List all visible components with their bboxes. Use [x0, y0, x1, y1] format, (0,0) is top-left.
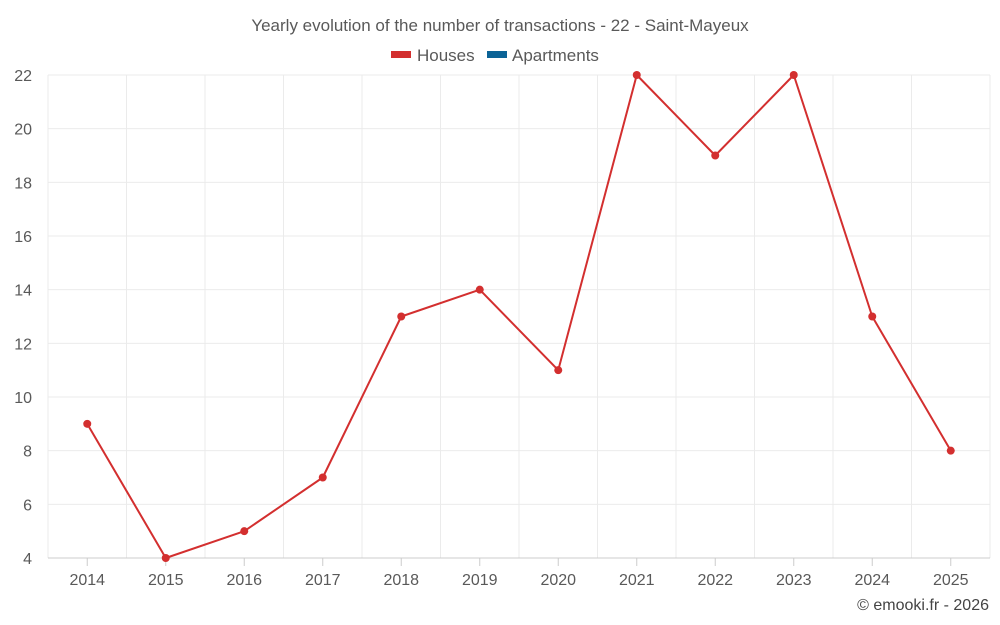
- copyright-text: © emooki.fr - 2026: [857, 597, 989, 614]
- x-tick-label: 2022: [697, 572, 733, 589]
- legend-label-houses: Houses: [417, 46, 475, 65]
- x-axis: 2014 2015 2016 2017 2018 2019 2020 2021 2022 2023…: [48, 557, 990, 589]
- data-point[interactable]: [161, 554, 170, 562]
- y-tick-label: 20: [14, 122, 32, 139]
- data-point[interactable]: [868, 312, 877, 321]
- y-axis: 4 6 8 10 12 14 16 18 20 22: [14, 68, 32, 568]
- data-point[interactable]: [946, 446, 955, 455]
- y-tick-label: 4: [23, 551, 32, 568]
- x-tick-label: 2020: [540, 572, 576, 589]
- data-point[interactable]: [789, 71, 798, 79]
- y-tick-label: 18: [14, 175, 32, 192]
- x-tick-label: 2017: [305, 572, 341, 589]
- x-tick-label: 2016: [226, 572, 262, 589]
- y-tick-label: 8: [23, 444, 32, 461]
- x-tick-label: 2023: [776, 572, 812, 589]
- data-point[interactable]: [318, 473, 327, 482]
- legend-swatch-apartments: [487, 51, 507, 58]
- x-tick-label: 2019: [462, 572, 498, 589]
- grid: [47, 74, 991, 558]
- chart-title: Yearly evolution of the number of transa…: [251, 16, 749, 35]
- y-tick-label: 12: [14, 336, 32, 353]
- data-point[interactable]: [240, 527, 249, 536]
- y-tick-label: 6: [23, 497, 32, 514]
- series-houses: [83, 71, 955, 562]
- series-line-houses: [86, 74, 952, 559]
- x-tick-label: 2025: [933, 572, 969, 589]
- data-point[interactable]: [554, 366, 563, 375]
- legend: Houses Apartments: [391, 46, 599, 65]
- y-tick-label: 10: [14, 390, 32, 407]
- data-point[interactable]: [711, 151, 720, 160]
- x-tick-label: 2015: [148, 572, 184, 589]
- x-tick-label: 2024: [854, 572, 890, 589]
- legend-label-apartments: Apartments: [512, 46, 599, 65]
- data-point[interactable]: [397, 312, 406, 321]
- x-tick-label: 2021: [619, 572, 655, 589]
- legend-swatch-houses: [391, 51, 411, 58]
- legend-item-houses[interactable]: Houses: [391, 46, 475, 65]
- y-tick-label: 22: [14, 68, 32, 85]
- legend-item-apartments[interactable]: Apartments: [487, 46, 599, 65]
- x-tick-label: 2018: [383, 572, 419, 589]
- y-tick-label: 14: [14, 283, 32, 300]
- y-tick-label: 16: [14, 229, 32, 246]
- data-point[interactable]: [475, 285, 484, 294]
- data-point[interactable]: [632, 71, 641, 79]
- x-tick-label: 2014: [69, 572, 105, 589]
- data-point[interactable]: [83, 419, 92, 428]
